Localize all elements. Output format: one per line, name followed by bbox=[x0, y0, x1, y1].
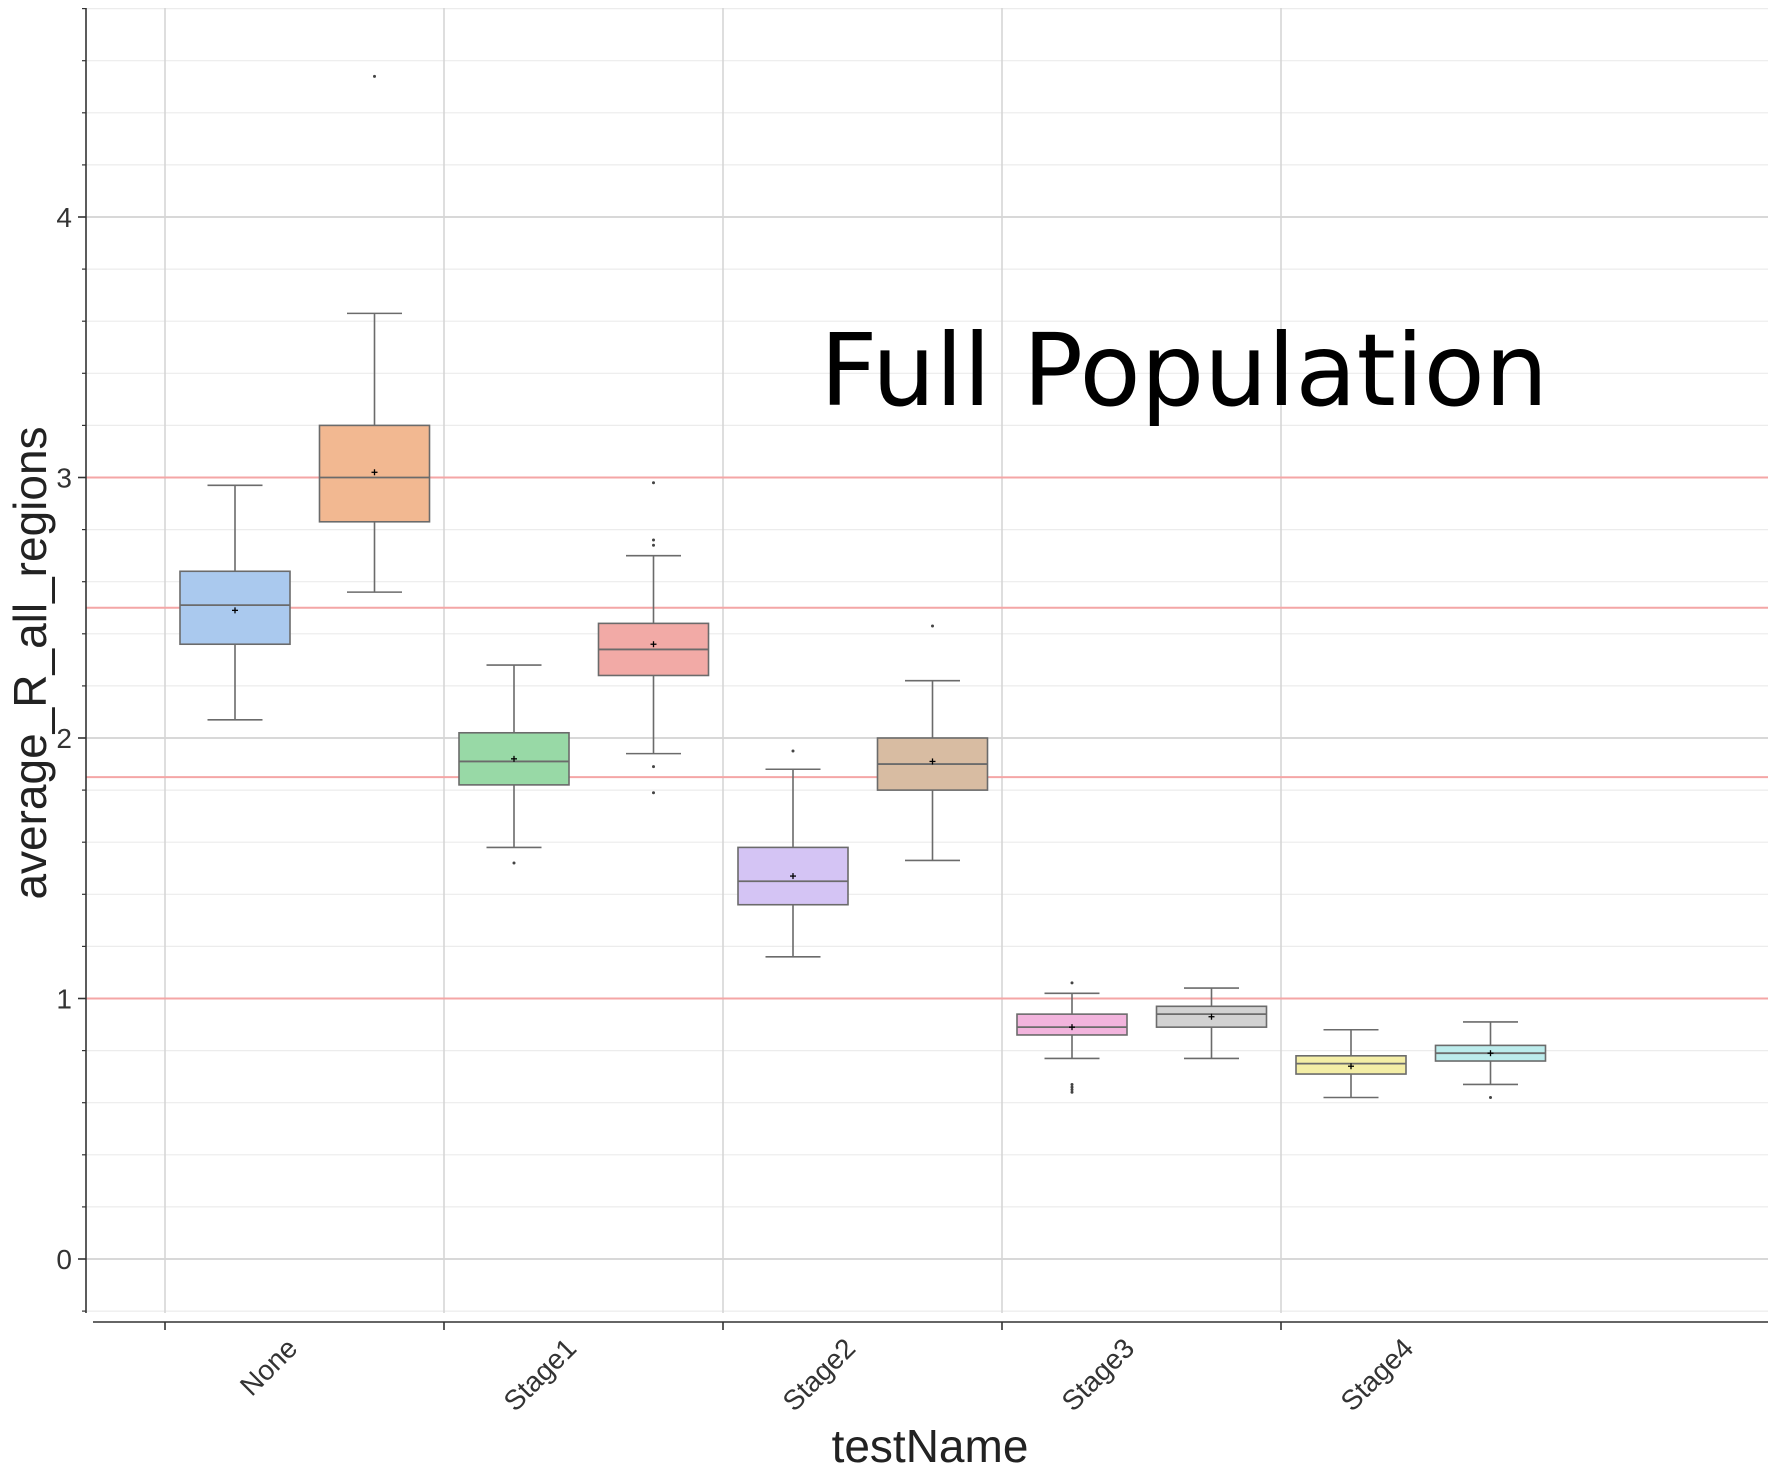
x-tick-label: Stage1 bbox=[498, 1332, 583, 1417]
outlier-point bbox=[1070, 981, 1074, 985]
y-tick-label: 2 bbox=[56, 723, 72, 754]
box-group bbox=[318, 74, 431, 593]
outlier-point bbox=[652, 765, 655, 769]
outlier-point bbox=[652, 538, 655, 542]
outlier-point bbox=[652, 791, 655, 795]
x-axis-title: testName bbox=[832, 1420, 1029, 1472]
box-group bbox=[1016, 981, 1128, 1094]
box-group bbox=[1295, 1028, 1407, 1099]
chart-annotation: Full Population bbox=[820, 312, 1548, 429]
box-group bbox=[179, 484, 291, 721]
grid-lines bbox=[86, 8, 1768, 1313]
outlier-point bbox=[652, 543, 655, 547]
box-series bbox=[179, 74, 1547, 1099]
outlier-point bbox=[512, 861, 516, 865]
outlier-point bbox=[1070, 1082, 1074, 1086]
outlier-point bbox=[931, 624, 934, 628]
y-tick-label: 1 bbox=[56, 984, 72, 1015]
x-tick-label: Stage3 bbox=[1056, 1332, 1141, 1417]
outlier-point bbox=[1070, 1088, 1074, 1092]
outlier-point bbox=[1489, 1095, 1492, 1099]
outlier-point bbox=[791, 749, 795, 753]
y-tick-label: 0 bbox=[56, 1244, 72, 1275]
outlier-point bbox=[1070, 1090, 1074, 1094]
y-tick-label: 4 bbox=[56, 202, 72, 233]
outlier-point bbox=[373, 74, 376, 78]
box-group bbox=[876, 624, 989, 862]
box-group bbox=[1434, 1021, 1547, 1099]
y-axis-title: average_R_all_regions bbox=[4, 426, 56, 899]
x-tick-label: None bbox=[234, 1332, 303, 1401]
outlier-point bbox=[1070, 1085, 1074, 1089]
x-tick-label: Stage4 bbox=[1335, 1332, 1420, 1417]
box-group bbox=[597, 481, 710, 795]
outlier-point bbox=[652, 481, 655, 485]
box-group bbox=[458, 664, 570, 865]
axes bbox=[78, 8, 1768, 1330]
x-tick-label: Stage2 bbox=[777, 1332, 862, 1417]
y-tick-label: 3 bbox=[56, 463, 72, 494]
box-group bbox=[737, 749, 849, 958]
box-group bbox=[1155, 987, 1268, 1060]
